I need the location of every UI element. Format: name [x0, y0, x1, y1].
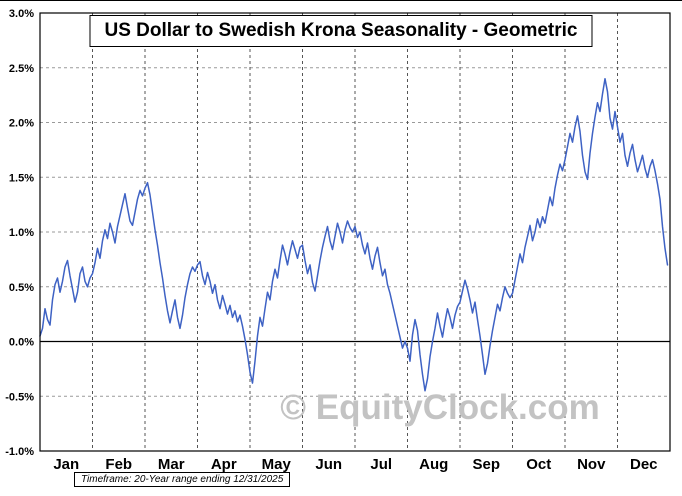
plot-border	[39, 12, 671, 452]
x-tick-label: Jul	[370, 456, 392, 473]
x-tick-label: Dec	[630, 456, 658, 473]
y-tick-label: 0.0%	[9, 337, 34, 349]
equityclock-watermark: © EquityClock.com	[280, 388, 599, 427]
x-tick-label: Apr	[211, 456, 237, 473]
y-tick-label: 0.5%	[9, 282, 34, 294]
x-tick-label: Jan	[53, 456, 79, 473]
y-tick-label: 3.0%	[9, 8, 34, 20]
x-tick-label: Sep	[472, 456, 500, 473]
y-tick-label: 1.5%	[9, 172, 34, 184]
y-tick-label: 2.0%	[9, 118, 34, 130]
x-tick-label: Jun	[315, 456, 342, 473]
y-tick-label: 2.5%	[9, 63, 34, 75]
x-tick-label: Nov	[577, 456, 606, 473]
timeframe-note: Timeframe: 20-Year range ending 12/31/20…	[74, 472, 291, 487]
x-tick-label: Mar	[158, 456, 185, 473]
x-tick-label: Feb	[105, 456, 132, 473]
y-tick-label: 1.0%	[9, 227, 34, 239]
x-tick-label: Aug	[419, 456, 448, 473]
x-tick-label: May	[262, 456, 292, 473]
chart-title: US Dollar to Swedish Krona Seasonality -…	[89, 15, 593, 47]
y-tick-label: -0.5%	[5, 391, 34, 403]
x-tick-label: Oct	[526, 456, 551, 473]
seasonality-line	[39, 77, 669, 392]
y-tick-label: -1.0%	[5, 446, 34, 458]
